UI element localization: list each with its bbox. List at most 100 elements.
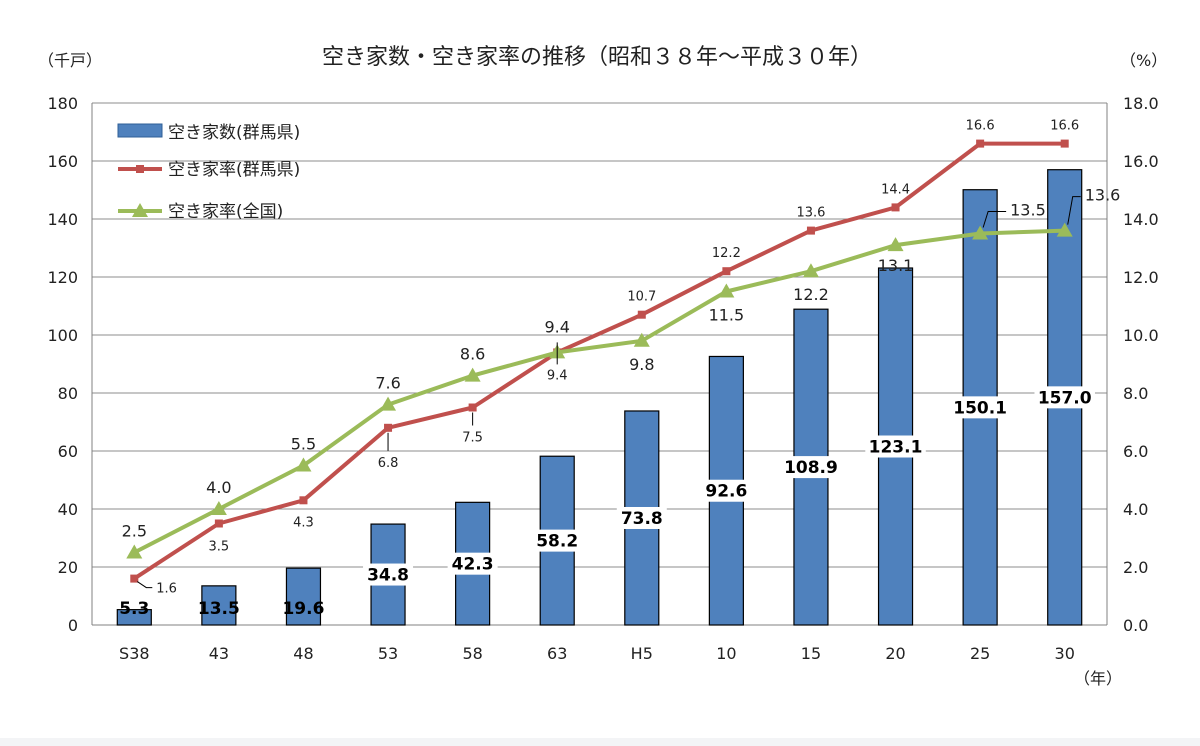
- gunma-rate-marker: [976, 139, 985, 148]
- bar-data-label: 123.1: [869, 438, 923, 458]
- bar-vacant-count: [201, 585, 237, 626]
- national-rate-data-label: 4.0: [206, 478, 231, 497]
- bar-vacant-count: [285, 567, 322, 626]
- gunma-rate-data-label: 14.4: [881, 182, 910, 197]
- left-axis-tick-label: 140: [47, 210, 78, 229]
- national-rate-marker: [802, 263, 819, 278]
- national-rate-data-label: 12.2: [793, 285, 829, 304]
- gunma-rate-data-label: 10.7: [627, 290, 656, 305]
- left-axis-tick-label: 40: [58, 500, 78, 519]
- gunma-rate-data-label: 1.6: [156, 582, 177, 597]
- national-rate-data-label: 13.5: [1010, 201, 1046, 220]
- bar-data-label: 42.3: [452, 555, 494, 575]
- national-rate-marker: [126, 544, 143, 559]
- line-layer: [126, 139, 1073, 583]
- left-axis-tick-label: 0: [68, 616, 78, 635]
- bar-data-label: 150.1: [953, 398, 1007, 418]
- right-axis-tick-label: 8.0: [1123, 384, 1148, 403]
- national-rate-marker: [1056, 222, 1073, 237]
- x-axis-tick-label: 10: [716, 644, 736, 663]
- bar-data-label-background: [949, 396, 1011, 419]
- national-rate-data-label: 9.8: [629, 355, 654, 374]
- national-rate-data-label: 13.1: [878, 256, 914, 275]
- bar-data-label: 157.0: [1038, 388, 1092, 408]
- national-rate-marker: [464, 367, 481, 382]
- left-axis-tick-label: 20: [58, 558, 78, 577]
- x-axis-tick-label: 53: [378, 644, 398, 663]
- gunma-rate-marker: [722, 267, 731, 276]
- national-rate-data-label: 11.5: [709, 306, 745, 325]
- national-rate-data-label: 9.4: [544, 317, 569, 336]
- gunma-rate-marker: [806, 226, 815, 235]
- national-rate-data-label: 13.6: [1085, 186, 1121, 205]
- gunma-rate-marker: [637, 310, 646, 319]
- bar-data-label: 73.8: [621, 509, 663, 529]
- right-axis-tick-label: 4.0: [1123, 500, 1148, 519]
- chart-title: 空き家数・空き家率の推移（昭和３８年～平成３０年）: [322, 45, 872, 70]
- legend-label-vacant-count: 空き家数(群馬県): [168, 123, 300, 143]
- national-rate-marker: [380, 396, 397, 411]
- left-axis-tick-label: 160: [47, 152, 78, 171]
- legend-bar-swatch: [117, 123, 163, 138]
- gunma-rate-data-label: 7.5: [462, 431, 483, 446]
- bottom-strip: [0, 738, 1200, 746]
- bar-data-label: 34.8: [367, 566, 409, 586]
- x-axis-tick-label: H5: [631, 644, 653, 663]
- bar-data-label-background: [780, 456, 842, 479]
- x-axis-tick-label: 20: [885, 644, 905, 663]
- gunma-rate-data-label: 16.6: [1050, 119, 1079, 134]
- gunma-rate-marker: [891, 203, 900, 212]
- legend-label-national-rate: 空き家率(全国): [168, 202, 283, 222]
- gunma-rate-data-label: 13.6: [796, 206, 825, 221]
- x-axis-tick-label: 43: [209, 644, 229, 663]
- left-axis-tick-label: 80: [58, 384, 78, 403]
- axis-layer: 0 20 40 60 80 100 120 140 160 180 0.0 2.0 4.0 6.0 8.0 1…: [47, 94, 1158, 663]
- bar-data-label: 19.6: [282, 599, 324, 619]
- national-rate-leader-line: [982, 211, 1007, 228]
- legend-marker-national-rate: [132, 203, 148, 217]
- gunma-rate-data-label: 9.4: [547, 368, 568, 383]
- label-layer: 5.3 13.5 19.6 34.8 42.3 58.2 73.8 92.6 108.9 123.…: [119, 119, 1120, 619]
- x-axis-tick-label: 15: [801, 644, 821, 663]
- left-axis-tick-label: 120: [47, 268, 78, 287]
- national-rate-marker: [972, 225, 989, 240]
- x-axis-tick-label: 48: [293, 644, 313, 663]
- x-axis-tick-label: 58: [462, 644, 482, 663]
- right-axis-tick-label: 18.0: [1123, 94, 1159, 113]
- national-rate-data-label: 7.6: [375, 374, 400, 393]
- national-rate-data-label: 8.6: [460, 345, 485, 364]
- bar-data-label-background: [447, 552, 498, 575]
- gunma-rate-data-label: 4.3: [293, 515, 314, 530]
- legend: 空き家数(群馬県) 空き家率(群馬県) 空き家率(全国): [117, 123, 300, 222]
- x-axis-tick-label: 30: [1055, 644, 1075, 663]
- legend-marker-gunma-rate: [136, 165, 144, 173]
- national-rate-data-label: 2.5: [122, 522, 147, 541]
- bar-data-label: 108.9: [784, 458, 838, 478]
- national-rate-marker: [718, 283, 735, 298]
- x-axis-unit: （年）: [1074, 669, 1122, 688]
- bar-data-label: 5.3: [119, 599, 149, 619]
- gunma-rate-leader-line: [137, 581, 153, 589]
- bar-vacant-count: [116, 609, 152, 626]
- gunma-rate-line: [133, 141, 1065, 581]
- right-axis-unit: （%）: [1120, 51, 1167, 70]
- bar-data-label-background: [616, 506, 667, 529]
- right-axis-tick-label: 14.0: [1123, 210, 1159, 229]
- left-axis-tick-label: 100: [47, 326, 78, 345]
- gunma-rate-data-label: 12.2: [712, 246, 741, 261]
- national-rate-marker: [210, 501, 227, 515]
- right-axis-tick-label: 2.0: [1123, 558, 1148, 577]
- legend-label-gunma-rate: 空き家率(群馬県): [168, 160, 300, 180]
- x-axis-tick-label: 25: [970, 644, 990, 663]
- right-axis-tick-label: 6.0: [1123, 442, 1148, 461]
- gunma-rate-data-label: 6.8: [378, 456, 399, 471]
- gunma-rate-marker: [214, 519, 223, 528]
- gunma-rate-marker: [130, 574, 139, 583]
- left-axis-tick-label: 180: [47, 94, 78, 113]
- right-axis-tick-label: 0.0: [1123, 616, 1148, 635]
- bar-data-label-background: [1034, 386, 1095, 409]
- national-rate-data-label: 5.5: [291, 435, 316, 454]
- national-rate-marker: [887, 237, 904, 252]
